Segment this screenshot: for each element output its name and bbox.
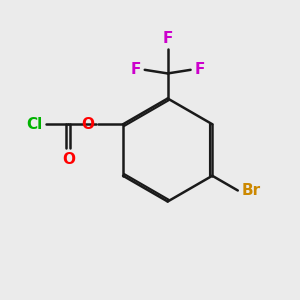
Text: F: F [194, 62, 205, 77]
Text: O: O [62, 152, 75, 167]
Text: O: O [81, 117, 94, 132]
Text: Br: Br [241, 183, 260, 198]
Text: Cl: Cl [27, 117, 43, 132]
Text: F: F [163, 31, 173, 46]
Text: F: F [131, 62, 141, 77]
